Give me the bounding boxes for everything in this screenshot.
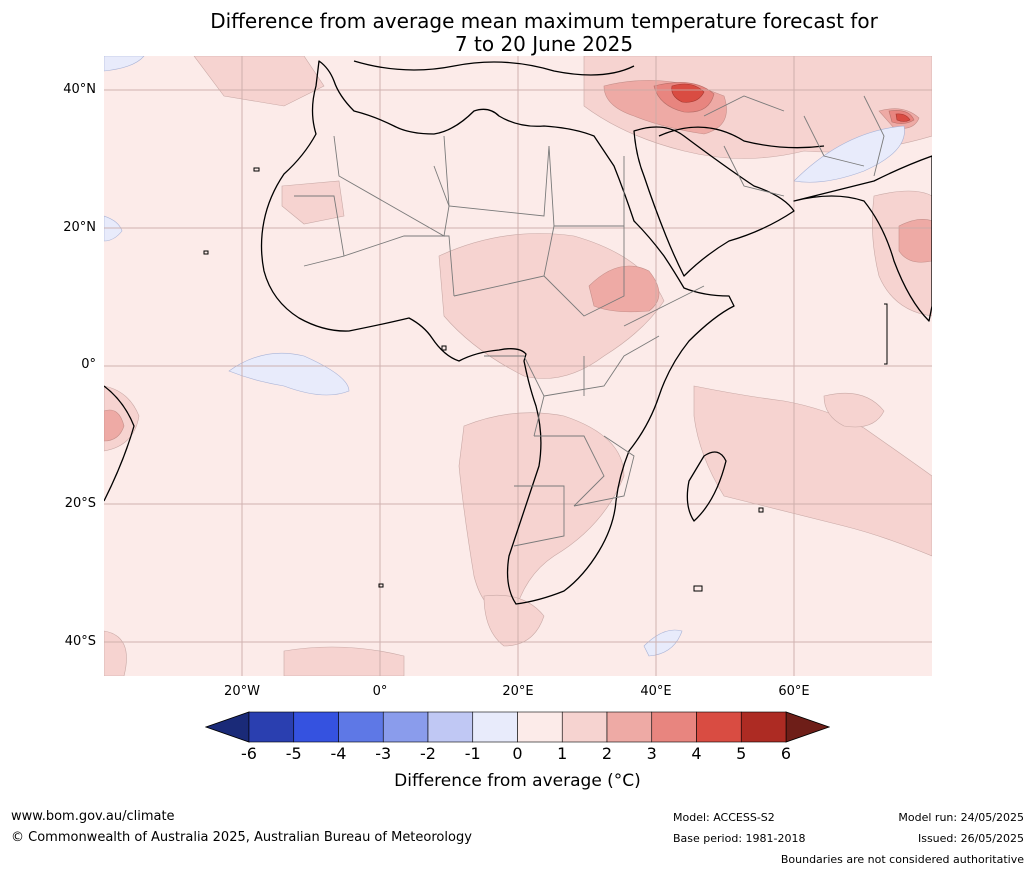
colorbar-segment-p0_1 (517, 711, 563, 743)
lon-label-60e: 60°E (778, 684, 810, 699)
colorbar-segment-m2_m1 (427, 711, 474, 743)
lon-label-20e: 20°E (502, 684, 534, 699)
colorbar-tick-label: 0 (512, 744, 523, 763)
title-line-1: Difference from average mean maximum tem… (210, 9, 878, 33)
colorbar-segment-p1_2 (561, 711, 608, 743)
colorbar-tick-label: 2 (601, 744, 613, 763)
colorbar-extend-low (204, 711, 250, 743)
footer-copyright: © Commonwealth of Australia 2025, Austra… (11, 830, 472, 845)
lat-label-equator: 0° (81, 357, 96, 372)
colorbar-extend-high (785, 711, 831, 743)
colorbar-tick-label: 1 (557, 744, 568, 763)
lon-label-20w: 20°W (224, 684, 260, 699)
colorbar-segment-p4_5 (696, 711, 742, 743)
footer-disclaimer: Boundaries are not considered authoritat… (780, 853, 1024, 866)
colorbar-tick-label: -6 (241, 744, 257, 763)
colorbar-segment-m6_m5 (248, 711, 295, 743)
anomaly-4-5-regions (671, 83, 911, 122)
colorbar-segment-m5_m4 (293, 711, 339, 743)
anomaly-1-2-regions (104, 56, 932, 676)
anomaly-neg1-0-regions (104, 56, 905, 657)
colorbar-segment-p2_3 (606, 711, 653, 743)
colorbar-tick-label: 6 (780, 744, 792, 763)
colorbar-tick-label: 3 (646, 744, 657, 763)
forecast-map (104, 56, 932, 676)
colorbar-tick-label: -1 (464, 744, 481, 763)
title-line-2: 7 to 20 June 2025 (454, 32, 634, 56)
colorbar-segment-p5_6 (740, 711, 787, 743)
lat-label-20n: 20°N (63, 220, 96, 235)
lon-label-40e: 40°E (640, 684, 672, 699)
map-title: Difference from average mean maximum tem… (104, 10, 984, 56)
colorbar-tick-label: 4 (691, 744, 702, 763)
colorbar-segment-p3_4 (651, 711, 697, 743)
footer-site: www.bom.gov.au/climate (11, 809, 175, 824)
lat-label-40s: 40°S (64, 634, 96, 649)
map-svg (104, 56, 932, 676)
lon-label-0: 0° (372, 684, 388, 699)
footer-base-period: Base period: 1981-2018 (673, 832, 806, 845)
footer-model-run: Model run: 24/05/2025 (898, 811, 1024, 824)
lat-label-40n: 40°N (63, 82, 96, 97)
colorbar-svg (204, 711, 831, 743)
footer-issued: Issued: 26/05/2025 (917, 832, 1024, 845)
colorbar-tick-label: -3 (375, 744, 392, 763)
colorbar-tick-label: -4 (330, 744, 347, 763)
coastlines (104, 60, 932, 605)
colorbar-segment-m4_m3 (338, 711, 384, 743)
colorbar-tick-label: -5 (285, 744, 302, 763)
colorbar (204, 711, 831, 743)
islands (203, 167, 888, 592)
colorbar-label: Difference from average (°C) (394, 771, 641, 791)
country-borders (294, 95, 885, 547)
footer-model: Model: ACCESS-S2 (673, 811, 775, 824)
graticule (104, 56, 932, 676)
colorbar-segment-m1_0 (472, 711, 518, 743)
lat-label-20s: 20°S (64, 496, 96, 511)
colorbar-tick-label: -2 (420, 744, 436, 763)
colorbar-tick-label: 5 (736, 744, 747, 763)
colorbar-segment-m3_m2 (382, 711, 429, 743)
